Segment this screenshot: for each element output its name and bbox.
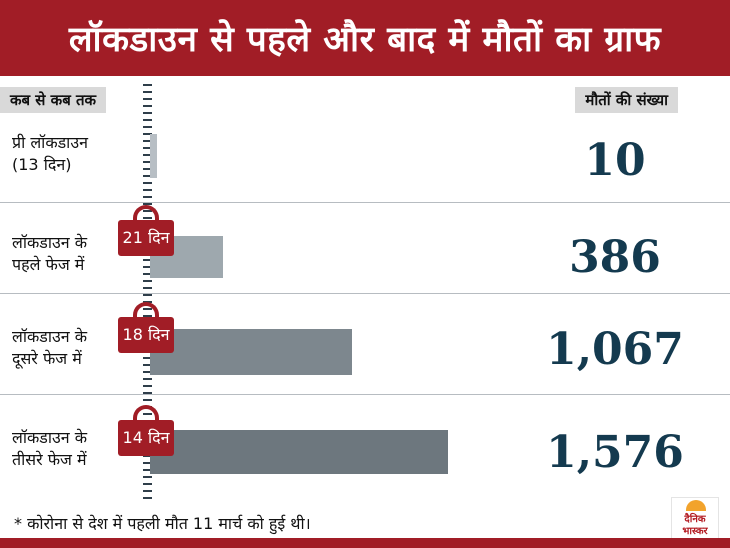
ruler-tick <box>143 469 152 471</box>
row-label-line2: दूसरे फेज में <box>12 349 82 368</box>
ruler-tick <box>143 364 152 366</box>
lock-icon <box>133 302 159 322</box>
ruler-tick <box>143 371 152 373</box>
count-value: 386 <box>569 232 661 283</box>
ruler-tick <box>143 119 152 121</box>
ruler-tick <box>143 196 152 198</box>
days-badge: 14 दिन <box>118 420 174 456</box>
lock-badge: 14 दिन <box>118 405 174 458</box>
ruler-tick <box>143 455 152 457</box>
count-value: 10 <box>584 135 646 186</box>
row-label-line1: लॉकडाउन के <box>12 428 88 447</box>
ruler-tick <box>143 154 152 156</box>
row-label-line2: तीसरे फेज में <box>12 450 87 469</box>
ruler-tick <box>143 105 152 107</box>
ruler-tick <box>143 287 152 289</box>
ruler-tick <box>143 399 152 401</box>
ruler-tick <box>143 98 152 100</box>
ruler-tick <box>143 91 152 93</box>
lock-badge: 21 दिन <box>118 205 174 258</box>
ruler-tick <box>143 294 152 296</box>
ruler-tick <box>143 84 152 86</box>
ruler-tick <box>143 273 152 275</box>
row-label-line1: लॉकडाउन के <box>12 327 88 346</box>
ruler-tick <box>143 140 152 142</box>
dainik-bhaskar-logo: दैनिक भास्कर <box>671 497 719 543</box>
bar <box>150 329 352 375</box>
lock-icon <box>133 205 159 225</box>
row-label-line2: (13 दिन) <box>12 155 72 174</box>
ruler-tick <box>143 168 152 170</box>
ruler-tick <box>143 280 152 282</box>
row-divider <box>0 394 730 395</box>
title-bar: लॉकडाउन से पहले और बाद में मौतों का ग्रा… <box>0 0 730 76</box>
ruler-tick <box>143 182 152 184</box>
ruler-tick <box>143 378 152 380</box>
ruler-tick <box>143 133 152 135</box>
logo-line2: भास्कर <box>682 526 708 537</box>
bottom-bar <box>0 538 730 548</box>
ruler-tick <box>143 147 152 149</box>
ruler-tick <box>143 266 152 268</box>
row-label-phase-3: लॉकडाउन के तीसरे फेज में <box>12 427 87 471</box>
days-badge: 18 दिन <box>118 317 174 353</box>
row-label-line2: पहले फेज में <box>12 255 85 274</box>
ruler-tick <box>143 175 152 177</box>
ruler-tick <box>143 392 152 394</box>
bar <box>150 430 448 474</box>
ruler-tick <box>143 189 152 191</box>
row-label-phase-1: लॉकडाउन के पहले फेज में <box>12 232 87 276</box>
logo-line1: दैनिक <box>684 514 706 525</box>
row-label-line1: प्री लॉकडाउन <box>12 133 88 152</box>
row-label-phase-2: लॉकडाउन के दूसरे फेज में <box>12 326 87 370</box>
ruler-tick <box>143 490 152 492</box>
count-column-header: मौतों की संख्या <box>575 87 678 113</box>
ruler-tick <box>143 161 152 163</box>
footnote: * कोरोना से देश में पहली मौत 11 मार्च को… <box>14 514 311 533</box>
ruler-tick <box>143 497 152 499</box>
period-column-header: कब से कब तक <box>0 87 107 113</box>
count-value: 1,067 <box>546 324 684 375</box>
count-value: 1,576 <box>546 427 684 478</box>
ruler-tick <box>143 476 152 478</box>
ruler-tick <box>143 483 152 485</box>
row-divider <box>0 202 730 203</box>
ruler-tick <box>143 112 152 114</box>
chart-title: लॉकडाउन से पहले और बाद में मौतों का ग्रा… <box>68 19 662 60</box>
ruler-tick <box>143 462 152 464</box>
ruler-tick <box>143 259 152 261</box>
lock-badge: 18 दिन <box>118 302 174 355</box>
lock-icon <box>133 405 159 425</box>
ruler-tick <box>143 385 152 387</box>
ruler-tick <box>143 203 152 205</box>
days-badge: 21 दिन <box>118 220 174 256</box>
sun-icon <box>686 500 706 511</box>
row-divider <box>0 293 730 294</box>
ruler-tick <box>143 126 152 128</box>
row-label-pre-lockdown: प्री लॉकडाउन (13 दिन) <box>12 132 88 176</box>
bar <box>150 134 157 178</box>
row-label-line1: लॉकडाउन के <box>12 233 88 252</box>
ruler-tick <box>143 357 152 359</box>
